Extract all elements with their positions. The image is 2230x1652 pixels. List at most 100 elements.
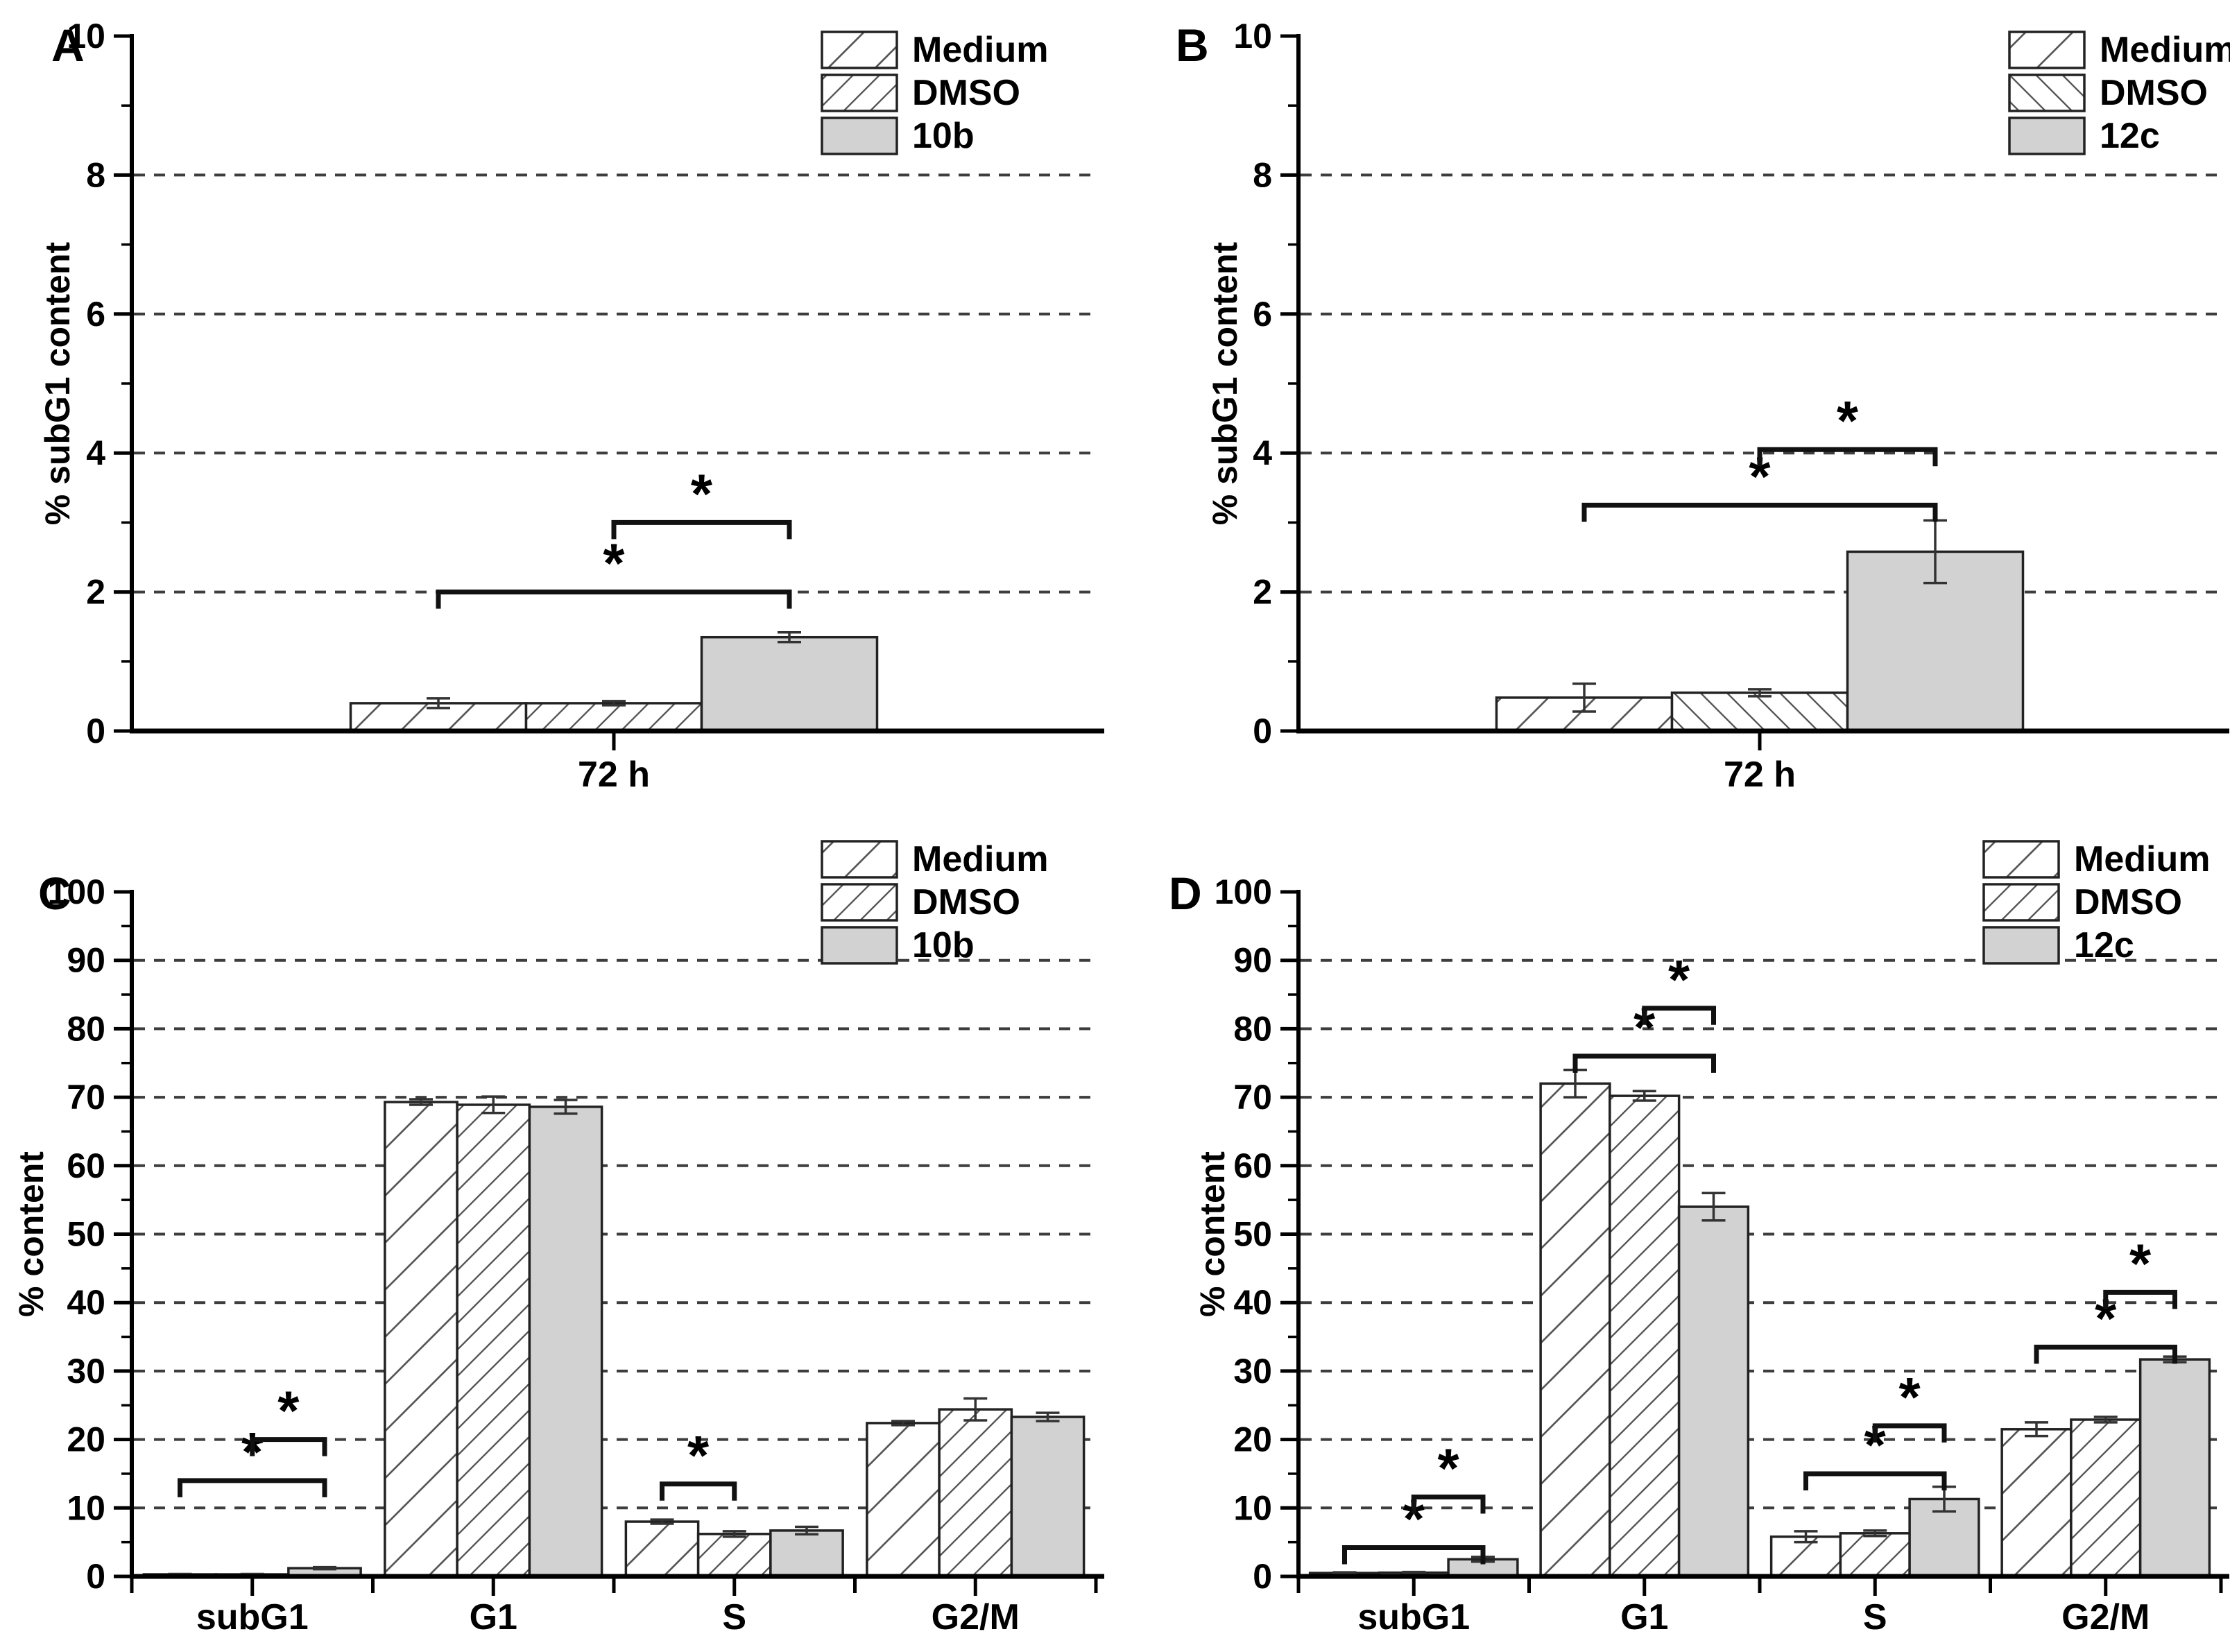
significance-asterisk: *: [1668, 949, 1690, 1010]
bracket-D-0: [1342, 1545, 1486, 1565]
legend-label-dmso: DMSO: [912, 882, 1020, 922]
y-tick-label-10: 10: [67, 17, 105, 55]
y-tick-label-40: 40: [67, 1283, 105, 1322]
axes: 0 2 4 6 8 10 72 h: [67, 17, 1104, 795]
bracket-D-3: [1642, 1006, 1716, 1025]
bar-dmso-g1: [456, 1103, 531, 1578]
significance-brackets: **: [436, 463, 792, 609]
axes: 0 2 4 6 8 10 72 h: [1233, 17, 2229, 795]
bracket-C-0: [178, 1478, 327, 1497]
significance-asterisk: *: [1633, 997, 1656, 1058]
significance-asterisk: *: [1864, 1414, 1887, 1476]
legend-label-medium: Medium: [912, 839, 1048, 879]
category-label-72h: 72 h: [578, 755, 650, 795]
y-tick-label-10: 10: [1233, 17, 1272, 55]
legend-swatch-12c: [2008, 117, 2086, 155]
bracket-D-1: [1411, 1495, 1486, 1514]
bracket-A-1: [611, 519, 792, 540]
y-tick-label-6: 6: [86, 295, 105, 334]
bar-medium-s: [624, 1520, 700, 1578]
category-label-s: S: [722, 1597, 746, 1637]
legend-swatch-10b: [821, 117, 898, 155]
panel-letter-b: B: [1176, 19, 1209, 71]
panel-letter-a: A: [51, 19, 85, 71]
bar-medium-g1: [1539, 1082, 1611, 1578]
bar-medium-g2m: [2000, 1428, 2073, 1578]
bracket-D-6: [2034, 1344, 2177, 1364]
y-tick-label-30: 30: [1233, 1352, 1272, 1391]
legend-label-dmso: DMSO: [912, 73, 1020, 113]
legend-swatch-medium: [1982, 840, 2060, 879]
y-tick-label-4: 4: [86, 433, 105, 472]
y-tick-label-90: 90: [1233, 941, 1272, 980]
panel-a: 0 2 4 6 8 10 72 h * * Medium DMSO 10b A% subG1 conte…: [0, 0, 1115, 826]
category-label-g1: G1: [470, 1597, 517, 1637]
significance-asterisk: *: [277, 1380, 300, 1442]
y-tick-label-20: 20: [67, 1420, 105, 1459]
bar-10b-g2m: [1010, 1416, 1086, 1578]
bar-dmso-s: [696, 1533, 772, 1578]
y-tick-label-10: 10: [67, 1488, 105, 1527]
significance-brackets: **: [1581, 390, 1938, 522]
axes: 0 10 20 30 40 50 60 70 80 90 100 subG1 G1 S G2/M: [1215, 872, 2229, 1637]
category-label-s: S: [1863, 1597, 1887, 1637]
significance-asterisk: *: [687, 1425, 710, 1486]
y-tick-label-0: 0: [1253, 1557, 1272, 1596]
y-tick-label-80: 80: [67, 1009, 105, 1048]
bar-10b-72h: [700, 635, 879, 732]
category-label-g2m: G2/M: [932, 1597, 1020, 1637]
y-tick-label-10: 10: [1233, 1488, 1272, 1527]
legend-swatch-dmso: [821, 883, 898, 922]
error-bars: [1332, 1068, 2187, 1575]
y-axis-label: % subG1 content: [38, 241, 77, 525]
axes: 0 10 20 30 40 50 60 70 80 90 100 subG1 G1 S G2/M: [48, 872, 1104, 1637]
y-tick-label-70: 70: [1233, 1078, 1272, 1117]
panel-d: 0 10 20 30 40 50 60 70 80 90 100 subG1 G1 S G2/M * * * * * *…: [1115, 826, 2230, 1652]
category-label-g2m: G2/M: [2061, 1597, 2150, 1637]
y-tick-label-8: 8: [86, 155, 105, 194]
gridlines: [1301, 173, 2221, 594]
legend-label-12c: 12c: [2074, 925, 2134, 965]
legend-swatch-12c: [1982, 926, 2060, 965]
y-tick-label-100: 100: [48, 872, 105, 911]
y-tick-label-60: 60: [67, 1146, 105, 1185]
panel-b: 0 2 4 6 8 10 72 h * * Medium DMSO 12c B % subG1 conte…: [1115, 0, 2230, 826]
bar-medium-g2m: [866, 1422, 941, 1578]
bar-10b-s: [769, 1529, 844, 1578]
y-tick-label-50: 50: [1233, 1215, 1272, 1254]
y-axis-label: % subG1 content: [1206, 241, 1244, 525]
bar-dmso-72h: [524, 702, 703, 732]
category-label-72h: 72 h: [1724, 755, 1796, 795]
significance-asterisk: *: [1837, 390, 1859, 451]
legend-swatch-10b: [821, 926, 898, 965]
bar-medium-g1: [384, 1101, 458, 1578]
y-tick-label-50: 50: [67, 1215, 105, 1254]
panel-c: 0 10 20 30 40 50 60 70 80 90 100 subG1 G1 S G2/M * * * Med…: [0, 826, 1115, 1652]
bracket-B-0: [1581, 502, 1938, 522]
bar-dmso-g2m: [938, 1408, 1013, 1578]
bar-12c-g1: [1677, 1205, 1750, 1578]
y-tick-label-40: 40: [1233, 1283, 1272, 1322]
y-tick-label-4: 4: [1253, 433, 1272, 472]
y-tick-label-0: 0: [86, 1557, 105, 1596]
legend-swatch-medium: [821, 31, 898, 69]
legend-label-dmso: DMSO: [2100, 73, 2208, 113]
bracket-A-0: [436, 590, 792, 609]
bracket-D-5: [1872, 1423, 1947, 1443]
y-tick-label-0: 0: [86, 712, 105, 750]
y-tick-label-30: 30: [67, 1352, 105, 1391]
y-tick-label-70: 70: [67, 1078, 105, 1117]
significance-asterisk: *: [691, 463, 713, 524]
bar-dmso-g1: [1609, 1094, 1681, 1578]
y-axis-label: % content: [12, 1151, 51, 1317]
error-bars: [427, 630, 801, 709]
legend-swatch-dmso: [2008, 74, 2086, 112]
significance-asterisk: *: [603, 533, 625, 594]
legend-label-dmso: DMSO: [2074, 882, 2182, 922]
legend-label-medium: Medium: [912, 30, 1048, 70]
